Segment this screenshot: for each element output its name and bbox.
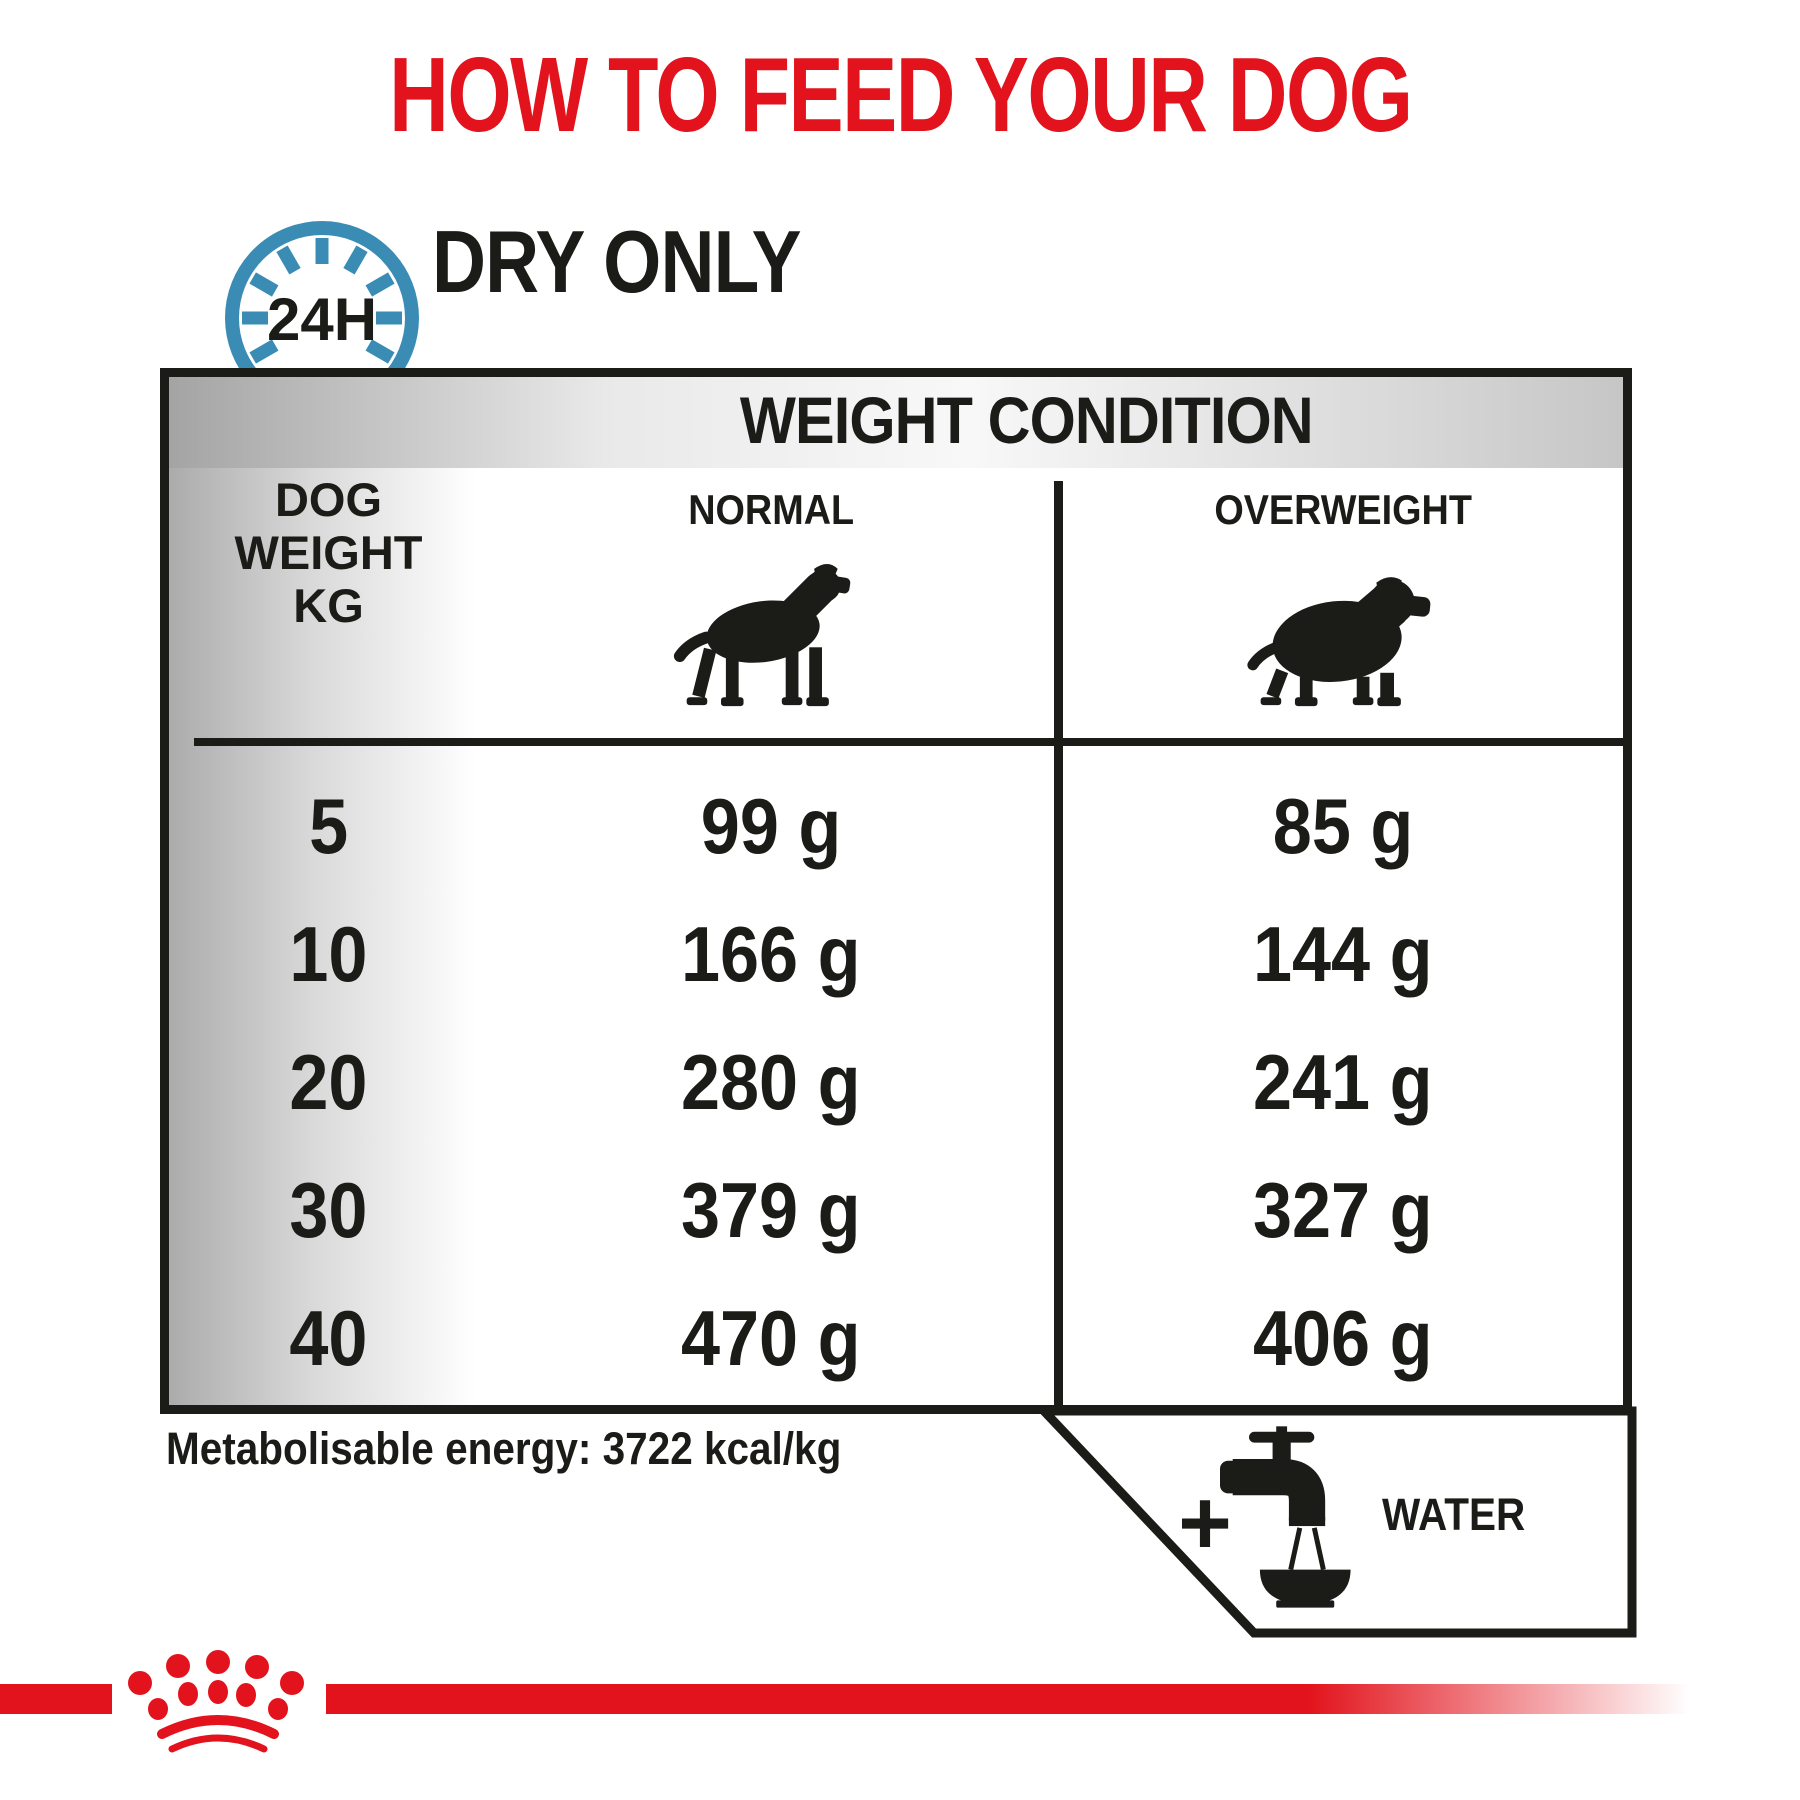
clock-duration-label: 24H xyxy=(267,286,377,353)
clock-24h-icon: 24H xyxy=(225,221,419,415)
normal-weight-dog-icon xyxy=(673,563,851,707)
brand-stripe-right xyxy=(326,1684,1690,1714)
water-label: WATER xyxy=(1382,1489,1526,1540)
column-divider xyxy=(1054,481,1063,1405)
weight-condition-header: WEIGHT CONDITION xyxy=(740,383,1314,457)
table-row: 10 166 g 144 g xyxy=(169,890,1623,1018)
table-row: 5 99 g 85 g xyxy=(169,762,1623,890)
table-header-band xyxy=(169,377,1623,468)
table-row: 40 470 g 406 g xyxy=(169,1274,1623,1402)
header-rule xyxy=(194,738,1623,746)
column-header-normal: NORMAL xyxy=(688,486,854,533)
plus-sign: + xyxy=(1178,1472,1232,1574)
weight-cell: 40 xyxy=(289,1294,368,1382)
weight-column-background xyxy=(169,468,488,1405)
water-tap-icon xyxy=(1220,1426,1351,1608)
water-callout xyxy=(1033,1406,1637,1638)
page-title: HOW TO FEED YOUR DOG xyxy=(0,42,1800,148)
royal-canin-crown-logo xyxy=(128,1650,304,1753)
table-row: 30 379 g 327 g xyxy=(169,1146,1623,1274)
energy-note: Metabolisable energy: 3722 kcal/kg xyxy=(166,1423,842,1474)
page-title-text: HOW TO FEED YOUR DOG xyxy=(388,36,1413,154)
overweight-dog-icon xyxy=(1247,577,1431,707)
dog-weight-header-line: KG xyxy=(293,579,364,632)
overweight-ration-cell: 327 g xyxy=(1253,1166,1433,1254)
normal-ration-cell: 470 g xyxy=(681,1294,861,1382)
feeding-table: WEIGHT CONDITION DOG WEIGHT KG NORMAL OV… xyxy=(160,368,1632,1414)
weight-cell: 5 xyxy=(308,782,349,870)
overweight-ration-cell: 85 g xyxy=(1272,782,1414,870)
normal-ration-cell: 379 g xyxy=(681,1166,861,1254)
overweight-ration-cell: 144 g xyxy=(1253,910,1433,998)
dog-weight-header-line: WEIGHT xyxy=(234,526,423,579)
weight-cell: 30 xyxy=(289,1166,368,1254)
weight-cell: 20 xyxy=(289,1038,368,1126)
table-row: 20 280 g 241 g xyxy=(169,1018,1623,1146)
normal-ration-cell: 99 g xyxy=(700,782,842,870)
clock-tick-marks xyxy=(242,238,402,364)
feeding-method-label: DRY ONLY xyxy=(432,212,802,311)
normal-ration-cell: 166 g xyxy=(681,910,861,998)
overweight-ration-cell: 406 g xyxy=(1253,1294,1433,1382)
weight-cell: 10 xyxy=(289,910,368,998)
column-header-overweight: OVERWEIGHT xyxy=(1214,486,1472,533)
overweight-ration-cell: 241 g xyxy=(1253,1038,1433,1126)
dog-weight-header-line: DOG xyxy=(274,473,383,526)
dog-weight-header: DOG WEIGHT KG xyxy=(169,473,488,632)
normal-ration-cell: 280 g xyxy=(681,1038,861,1126)
brand-stripe-left xyxy=(0,1684,112,1714)
